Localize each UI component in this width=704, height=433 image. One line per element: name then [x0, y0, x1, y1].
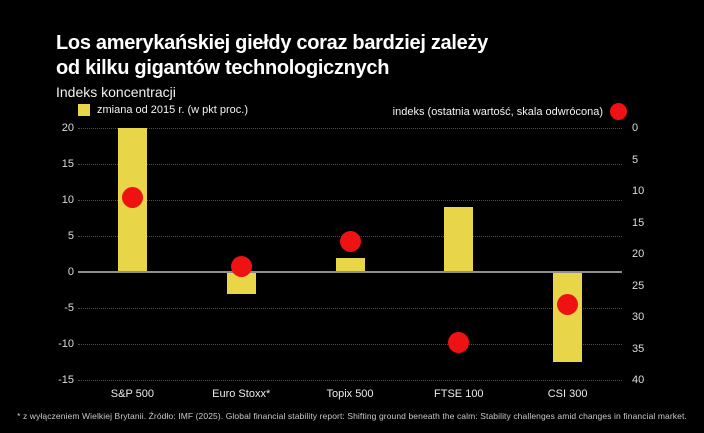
bar: [335, 257, 365, 272]
right-axis-tick-label: 25: [632, 279, 645, 292]
left-axis-tick-label: 5: [67, 230, 74, 242]
right-axis-tick-label: 5: [632, 153, 639, 166]
right-axis-tick-label: 30: [632, 311, 645, 323]
legend-item-bars: zmiana od 2015 r. (w pkt proc.): [78, 104, 248, 116]
gridline: [78, 307, 622, 309]
right-axis-tick-label: 20: [632, 248, 645, 260]
legend-item-dots: indeks (ostatnia wartość, skala odwrócon…: [393, 103, 627, 120]
bar-legend-label: zmiana od 2015 r. (w pkt proc.): [97, 104, 249, 116]
gridline: [78, 343, 622, 345]
right-axis-tick-label: 0: [632, 122, 639, 134]
gridline: [78, 127, 622, 129]
right-axis-tick-label: 10: [632, 185, 645, 197]
page-title-line2: od kilku gigantów technologicznych: [56, 57, 390, 79]
dot-legend-label: indeks (ostatnia wartość, skala odwrócon…: [392, 105, 603, 118]
left-axis-tick-label: 10: [61, 194, 74, 206]
dot-swatch-icon: [610, 103, 627, 120]
category-label: CSI 300: [547, 388, 588, 400]
gridline: [78, 379, 622, 381]
bar-swatch-icon: [78, 104, 90, 116]
index-dot: [230, 256, 252, 278]
index-dot: [121, 186, 143, 208]
page-title-line1: Los amerykańskiej giełdy coraz bardziej …: [56, 32, 488, 54]
left-axis-tick-label: -15: [58, 374, 74, 386]
left-axis-tick-label: 15: [61, 158, 74, 170]
gridline: [78, 163, 622, 165]
bar: [444, 207, 474, 272]
right-axis-tick-label: 15: [632, 216, 645, 229]
index-dot: [448, 331, 470, 353]
index-dot: [339, 230, 361, 252]
category-label: S&P 500: [110, 388, 154, 400]
category-label: Topix 500: [326, 388, 374, 400]
left-axis-tick-label: 0: [67, 266, 74, 278]
page-title: Los amerykańskiej giełdy coraz bardziej …: [56, 31, 488, 81]
chart-subtitle: Indeks koncentracji: [56, 84, 176, 100]
left-axis-tick-label: -10: [58, 338, 74, 350]
zero-axis-line: [78, 271, 622, 273]
right-axis-tick-label: 40: [632, 374, 645, 386]
bar: [553, 272, 583, 362]
right-axis-tick-label: 35: [632, 342, 645, 355]
category-label: Euro Stoxx*: [212, 388, 271, 400]
category-label: FTSE 100: [434, 388, 484, 400]
gridline: [78, 199, 622, 201]
source-footnote: * z wyłączeniem Wielkiej Brytanii. Źródł…: [17, 411, 687, 421]
index-dot: [557, 293, 579, 315]
left-axis-tick-label: 20: [61, 122, 74, 134]
bar: [226, 272, 256, 294]
left-axis-tick-label: -5: [64, 302, 74, 314]
